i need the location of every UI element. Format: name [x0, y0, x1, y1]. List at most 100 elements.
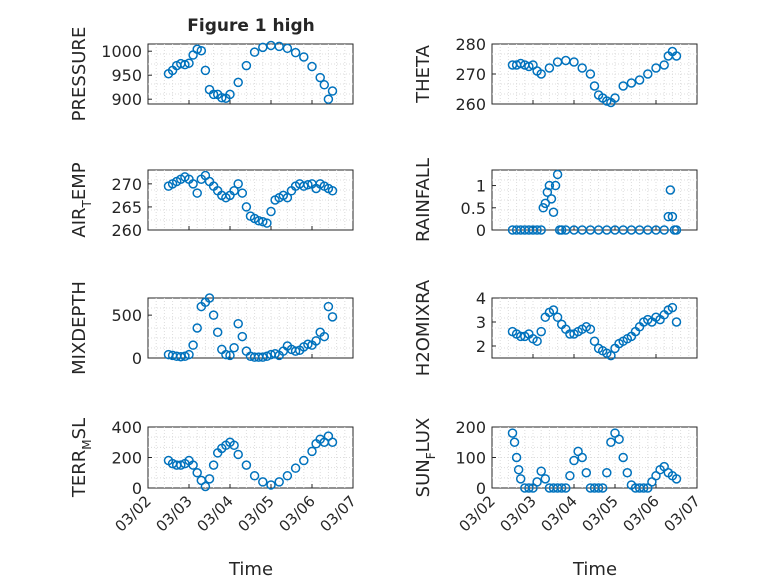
data-point-mixdepth	[258, 352, 268, 362]
data-point-pressure	[327, 86, 338, 96]
data-point-air_temp	[241, 202, 252, 212]
data-point-h2omixra	[536, 326, 546, 337]
data-point-sunflux	[606, 437, 616, 447]
data-point-mixdepth	[229, 342, 239, 353]
data-point-sunflux	[556, 483, 567, 493]
data-point-pressure	[233, 77, 243, 88]
data-point-pressure	[208, 89, 219, 100]
data-point-terrmsl	[204, 474, 215, 484]
data-point-theta	[536, 69, 546, 79]
data-point-theta	[651, 63, 661, 73]
data-point-air_temp	[262, 218, 272, 228]
subplot-air_temp: 260 265 270 AIRTEMP	[69, 162, 354, 240]
data-point-air_temp	[303, 180, 313, 190]
y-axis-label-terrmsl: TERRMSL	[69, 418, 94, 498]
data-point-air_temp	[299, 181, 309, 191]
data-point-mixdepth	[204, 293, 215, 303]
y-axis-label-sunflux: SUNFLUX	[413, 418, 438, 498]
data-point-air_temp	[192, 188, 202, 198]
data-point-terrmsl	[282, 471, 293, 481]
data-point-h2omixra	[585, 324, 596, 334]
data-point-sunflux	[614, 434, 624, 444]
x-tick-label: 03/06	[620, 492, 663, 535]
data-point-mixdepth	[303, 339, 313, 350]
data-point-terrmsl	[200, 481, 211, 492]
data-point-terrmsl	[192, 468, 202, 478]
data-point-terrmsl	[290, 463, 301, 473]
subplot-theta: 260 270 280 THETA	[413, 35, 698, 114]
data-point-terrmsl	[299, 455, 309, 466]
data-point-pressure	[249, 47, 260, 57]
data-point-rainfall	[548, 207, 559, 217]
data-point-pressure	[200, 65, 211, 76]
y-tick-label: 1000	[101, 42, 142, 61]
y-tick-label: 260	[111, 221, 142, 240]
y-tick-label: 3	[476, 313, 486, 332]
data-point-mixdepth	[221, 349, 231, 360]
data-point-air_temp	[258, 216, 268, 227]
data-point-pressure	[307, 61, 317, 72]
data-point-theta	[610, 93, 620, 103]
data-point-pressure	[315, 72, 325, 83]
data-point-theta	[515, 58, 526, 69]
y-axis-label-mixdepth: MIXDEPTH	[69, 281, 90, 375]
y-tick-label: 1	[476, 177, 486, 196]
x-tick-label: 03/07	[661, 492, 704, 535]
data-point-terrmsl	[208, 460, 219, 470]
y-tick-label: 900	[111, 90, 142, 109]
data-point-pressure	[217, 93, 227, 103]
data-point-rainfall	[663, 211, 674, 222]
data-point-sunflux	[509, 437, 520, 447]
y-axis-label-h2omixra: H2OMIXRA	[413, 279, 434, 376]
y-tick-label: 950	[111, 66, 142, 85]
data-point-air_temp	[237, 188, 248, 198]
data-point-sunflux	[618, 452, 628, 463]
data-point-terrmsl	[307, 446, 317, 457]
data-point-sunflux	[513, 464, 524, 475]
data-point-sunflux	[622, 468, 633, 478]
data-point-mixdepth	[212, 327, 223, 338]
subplot-h2omixra: 2 3 4 H2OMIXRA	[413, 279, 698, 376]
data-point-rainfall	[665, 185, 676, 195]
data-point-mixdepth	[311, 336, 321, 346]
data-point-theta	[643, 69, 653, 79]
data-point-h2omixra	[667, 302, 678, 313]
subplot-pressure: 900 950 1000 PRESSURE	[69, 27, 354, 121]
data-point-pressure	[282, 43, 293, 54]
data-point-theta	[602, 96, 612, 106]
data-point-sunflux	[536, 466, 546, 476]
y-tick-label: 200	[111, 449, 142, 468]
data-point-pressure	[290, 47, 301, 58]
data-point-sunflux	[581, 468, 592, 478]
data-point-rainfall	[556, 225, 567, 235]
data-point-terrmsl	[274, 477, 284, 487]
data-point-sunflux	[569, 455, 579, 466]
data-point-air_temp	[229, 186, 239, 196]
data-point-rainfall	[546, 194, 557, 204]
x-tick-label: 03/03	[497, 492, 540, 535]
data-point-terrmsl	[233, 449, 243, 460]
subplot-mixdepth: 0 500 MIXDEPTH	[69, 281, 354, 375]
data-point-terrmsl	[188, 460, 198, 470]
x-axis-label-left: Time	[228, 559, 273, 580]
data-point-terrmsl	[249, 471, 260, 481]
data-point-rainfall	[671, 225, 682, 235]
x-tick-label: 03/05	[579, 492, 622, 535]
data-point-sunflux	[602, 468, 612, 478]
x-tick-label: 03/07	[317, 492, 360, 535]
data-point-sunflux	[671, 474, 682, 484]
data-point-sunflux	[511, 452, 522, 463]
data-point-sunflux	[507, 428, 518, 438]
data-point-pressure	[299, 52, 309, 62]
y-tick-label: 100	[455, 449, 486, 468]
data-point-pressure	[180, 59, 190, 70]
data-point-theta	[524, 61, 534, 72]
data-point-mixdepth	[208, 310, 219, 320]
data-point-pressure	[192, 44, 202, 55]
data-point-theta	[585, 69, 596, 79]
y-tick-label: 0.5	[461, 199, 486, 218]
x-tick-label: 03/03	[153, 492, 196, 535]
data-point-h2omixra	[565, 329, 575, 339]
